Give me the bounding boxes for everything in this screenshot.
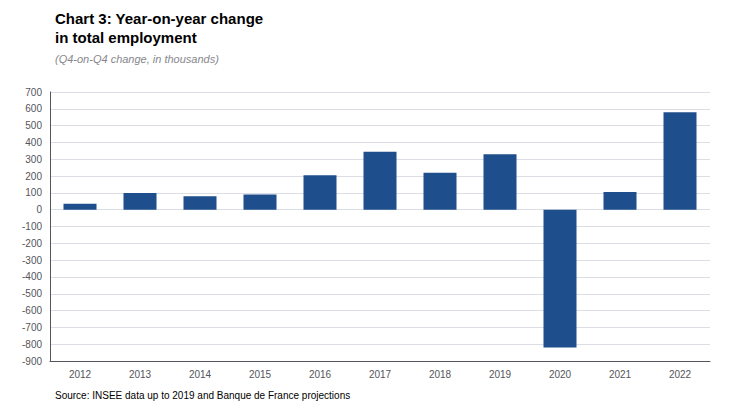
svg-text:-600: -600 <box>22 305 42 316</box>
svg-text:2021: 2021 <box>609 369 632 380</box>
svg-text:2022: 2022 <box>669 369 692 380</box>
svg-text:2020: 2020 <box>549 369 572 380</box>
svg-text:2018: 2018 <box>429 369 452 380</box>
svg-text:2019: 2019 <box>489 369 512 380</box>
svg-text:2017: 2017 <box>369 369 392 380</box>
svg-text:-200: -200 <box>22 238 42 249</box>
svg-text:2014: 2014 <box>189 369 212 380</box>
svg-text:2016: 2016 <box>309 369 332 380</box>
svg-text:-800: -800 <box>22 339 42 350</box>
svg-text:600: 600 <box>25 103 42 114</box>
svg-text:Chart 3: Year-on-year change: Chart 3: Year-on-year change <box>55 10 263 27</box>
svg-text:in total employment: in total employment <box>55 29 197 46</box>
svg-text:-500: -500 <box>22 288 42 299</box>
svg-text:-900: -900 <box>22 356 42 367</box>
svg-text:2015: 2015 <box>249 369 272 380</box>
svg-text:300: 300 <box>25 154 42 165</box>
svg-text:2012: 2012 <box>69 369 92 380</box>
svg-text:100: 100 <box>25 187 42 198</box>
svg-text:-300: -300 <box>22 255 42 266</box>
svg-text:0: 0 <box>36 204 42 215</box>
svg-text:-400: -400 <box>22 271 42 282</box>
svg-text:(Q4-on-Q4 change, in thousands: (Q4-on-Q4 change, in thousands) <box>55 53 219 65</box>
svg-text:700: 700 <box>25 87 42 98</box>
svg-text:400: 400 <box>25 137 42 148</box>
svg-text:2013: 2013 <box>129 369 152 380</box>
svg-text:200: 200 <box>25 171 42 182</box>
svg-text:-700: -700 <box>22 322 42 333</box>
svg-text:Source: INSEE data up to 2019: Source: INSEE data up to 2019 and Banque… <box>55 390 350 401</box>
svg-text:500: 500 <box>25 120 42 131</box>
svg-text:-100: -100 <box>22 221 42 232</box>
